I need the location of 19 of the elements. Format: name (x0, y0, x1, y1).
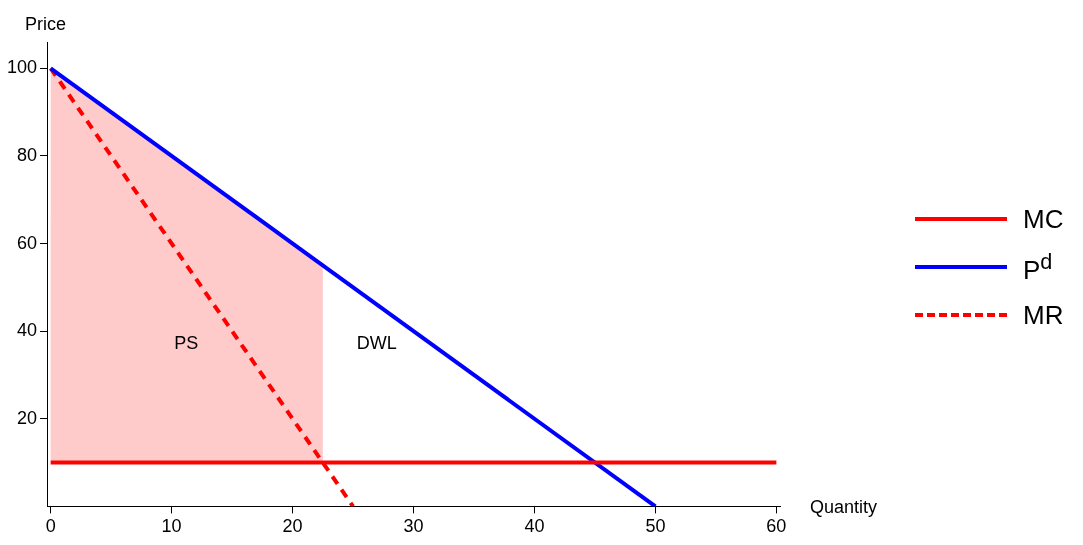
x-tick-label: 50 (645, 516, 666, 537)
legend-label: MR (1023, 299, 1064, 331)
annotation: PS (174, 332, 199, 353)
x-tick-label: 20 (282, 516, 303, 537)
y-axis-title: Price (25, 13, 67, 34)
x-tick-label: 30 (403, 516, 424, 537)
x-tick-label: 40 (524, 516, 545, 537)
y-tick-label: 40 (17, 320, 38, 341)
annotation: DWL (356, 332, 397, 353)
x-axis-title: Quantity (810, 497, 878, 518)
y-tick-label: 100 (6, 57, 38, 78)
y-tick-label: 60 (17, 232, 38, 253)
x-tick-label: 60 (766, 516, 787, 537)
y-tick-label: 20 (17, 407, 38, 428)
legend-label: P$^{d}$ (1023, 248, 1053, 286)
y-tick-label: 80 (17, 144, 38, 165)
x-tick-label: 10 (161, 516, 182, 537)
x-tick-label: 0 (45, 516, 56, 537)
legend-label: MC (1023, 203, 1064, 235)
